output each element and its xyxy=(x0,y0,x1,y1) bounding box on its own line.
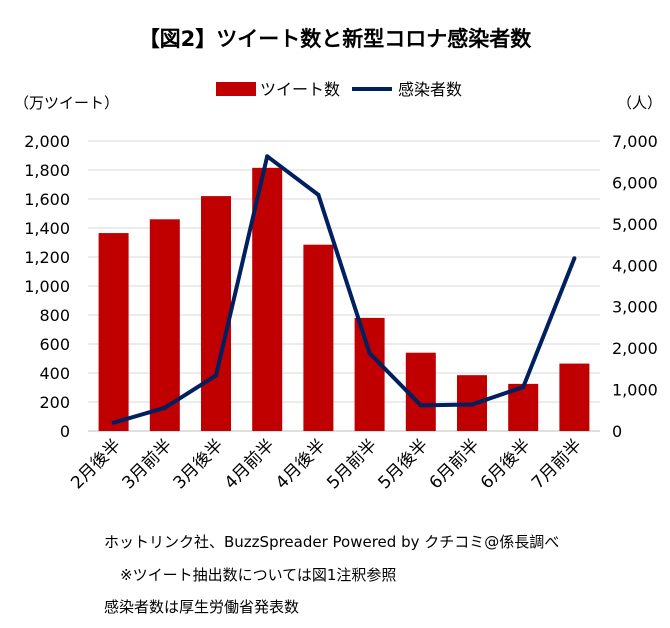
y-left-ticks: 0 200 400 600 800 1,000 1,200 1,400 1,600 1,800 2,… xyxy=(24,132,70,441)
x-tick-label: 2月後半 xyxy=(67,435,125,493)
x-tick-label: 3月前半 xyxy=(118,435,176,493)
line-point xyxy=(265,154,270,159)
legend-line-label: 感染者数 xyxy=(398,80,462,99)
y-right-tick-label: 5,000 xyxy=(612,215,658,234)
bar xyxy=(98,233,129,431)
y-left-tick-label: 600 xyxy=(39,335,70,354)
y-right-tick-label: 3,000 xyxy=(612,298,658,317)
line-point xyxy=(214,373,218,378)
line-point xyxy=(162,405,167,410)
y-left-tick-label: 1,200 xyxy=(24,248,70,267)
y-right-tick-label: 0 xyxy=(612,422,622,441)
chart-title: 【図2】ツイート数と新型コロナ感染者数 xyxy=(139,27,533,51)
y-left-tick-label: 1,000 xyxy=(24,277,70,296)
x-tick-label: 4月前半 xyxy=(221,435,279,493)
y-right-ticks: 0 1,000 2,000 3,000 4,000 5,000 6,000 7,000 xyxy=(612,132,658,441)
bar xyxy=(405,352,436,431)
y-left-axis-label: （万ツイート） xyxy=(14,94,119,112)
footnote: ※ツイート抽出数については図1注釈参照 xyxy=(120,566,397,584)
line-point xyxy=(367,351,372,356)
source-note: ホットリンク社、BuzzSpreader Powered by クチコミ@係長調… xyxy=(104,533,560,551)
x-tick-label: 3月後半 xyxy=(170,435,228,493)
bar xyxy=(303,244,334,431)
y-left-tick-label: 1,800 xyxy=(24,161,70,180)
y-left-tick-label: 2,000 xyxy=(24,132,70,151)
y-right-tick-label: 7,000 xyxy=(612,132,658,151)
bar xyxy=(149,219,180,431)
x-tick-label: 7月前半 xyxy=(528,435,586,493)
line-series xyxy=(111,154,577,425)
y-left-tick-label: 1,400 xyxy=(24,219,70,238)
legend-bar-label: ツイート数 xyxy=(260,80,340,99)
line-path xyxy=(113,154,577,425)
x-tick-label: 6月前半 xyxy=(426,435,484,493)
legend: ツイート数 感染者数 xyxy=(216,80,462,99)
line-point xyxy=(470,402,474,407)
x-tick-label: 5月後半 xyxy=(374,435,432,493)
y-left-tick-label: 800 xyxy=(39,306,70,325)
line-point xyxy=(418,403,423,408)
y-right-tick-label: 4,000 xyxy=(612,256,658,275)
bar xyxy=(201,196,231,431)
x-tick-label: 4月後半 xyxy=(272,435,330,493)
bar-series xyxy=(98,167,590,431)
bar xyxy=(252,167,283,431)
line-point xyxy=(572,256,577,261)
y-right-tick-label: 1,000 xyxy=(612,381,658,400)
y-left-tick-label: 400 xyxy=(39,364,70,383)
y-right-tick-label: 2,000 xyxy=(612,339,658,358)
y-left-tick-label: 0 xyxy=(60,422,70,441)
bar xyxy=(559,363,590,431)
y-left-tick-label: 200 xyxy=(39,393,70,412)
chart: 【図2】ツイート数と新型コロナ感染者数 ツイート数 感染者数 （万ツイート） （… xyxy=(14,27,662,493)
y-right-tick-label: 6,000 xyxy=(612,173,658,192)
line-point xyxy=(111,420,116,425)
x-tick-label: 6月後半 xyxy=(477,435,535,493)
line-point xyxy=(521,385,526,390)
line-point xyxy=(316,192,321,197)
legend-bar-swatch xyxy=(216,82,256,96)
cases-source-note: 感染者数は厚生労働省発表数 xyxy=(104,598,300,616)
bar xyxy=(354,317,385,431)
x-tick-label: 5月前半 xyxy=(323,435,381,493)
y-left-tick-label: 1,600 xyxy=(24,190,70,209)
y-right-axis-label: （人） xyxy=(617,94,662,112)
